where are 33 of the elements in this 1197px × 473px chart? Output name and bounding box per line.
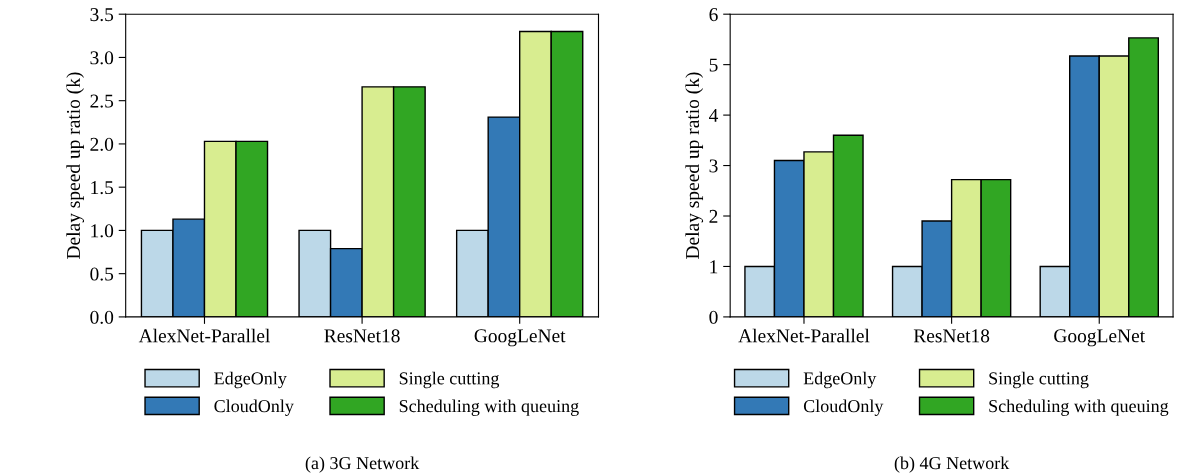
- legend-label: Scheduling with queuing: [989, 399, 1169, 416]
- x-tick-label: AlexNet-Parallel: [738, 328, 870, 343]
- y-tick-label: 2.5: [90, 94, 114, 108]
- y-tick-label: 0.0: [90, 310, 114, 324]
- x-tick-label: AlexNet-Parallel: [138, 328, 270, 343]
- y-tick-label: 0.5: [90, 267, 114, 281]
- x-tick-label: GoogLeNet: [474, 329, 566, 347]
- y-tick-label: 3.5: [90, 8, 114, 22]
- legend-label: EdgeOnly: [803, 371, 877, 389]
- x-tick-label: ResNet18: [913, 329, 990, 343]
- x-tick-label: GoogLeNet: [1054, 329, 1146, 347]
- x-tick-label: ResNet18: [324, 329, 400, 343]
- legend-label: Scheduling with queuing: [399, 399, 579, 416]
- legend-label: CloudOnly: [214, 399, 294, 416]
- y-axis-title: Delay speed up ratio (k): [685, 72, 704, 259]
- y-tick-label: 1: [710, 260, 718, 274]
- y-tick-label: 1.5: [91, 181, 114, 195]
- text: (b) 4G Network: [894, 456, 1010, 473]
- y-tick-label: 5: [709, 58, 718, 72]
- y-tick-label: 4: [709, 109, 719, 122]
- y-tick-label: 2.0: [90, 137, 114, 151]
- text: (a) 3G Network: [305, 456, 420, 473]
- y-tick-label: 0: [709, 310, 718, 324]
- y-tick-label: 3.0: [90, 51, 114, 65]
- legend-label: Single cutting: [399, 371, 500, 389]
- legend-label: Single cutting: [989, 371, 1089, 389]
- legend-label: EdgeOnly: [214, 371, 287, 389]
- y-tick-label: 2: [709, 209, 718, 223]
- y-tick-label: 1.0: [91, 224, 114, 238]
- legend-label: CloudOnly: [803, 399, 884, 416]
- y-axis-title: Delay speed up ratio (k): [66, 72, 85, 259]
- y-tick-label: 6: [709, 8, 718, 22]
- y-tick-label: 3: [709, 159, 718, 173]
